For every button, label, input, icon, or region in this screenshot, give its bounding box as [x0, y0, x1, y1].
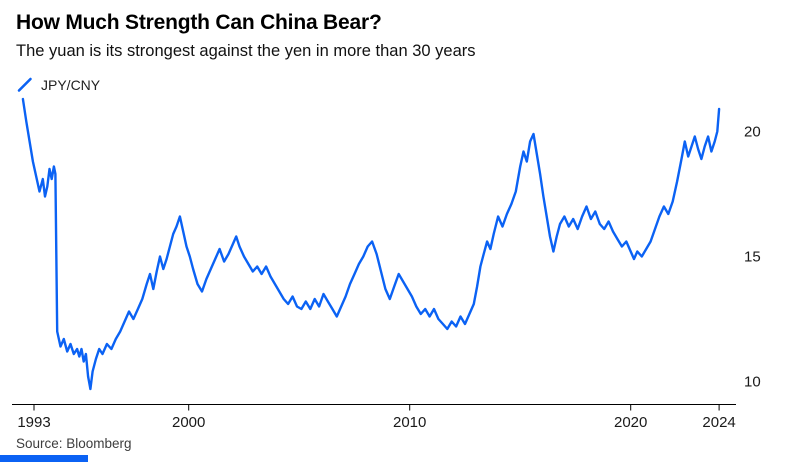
legend-label: JPY/CNY: [41, 76, 101, 93]
page-subtitle: The yuan is its strongest against the ye…: [16, 42, 476, 61]
page-title: How Much Strength Can China Bear?: [16, 11, 382, 34]
bottom-accent-bar: [0, 455, 88, 462]
source-attribution: Source: Bloomberg: [16, 435, 132, 451]
y-tick-label: 10: [744, 373, 761, 390]
jpy-cny-line-chart: 1993 2000 2010 2020 2024 10 15 20: [12, 97, 761, 431]
y-tick-label: 20: [744, 123, 761, 140]
x-tick-label: 2010: [393, 414, 426, 431]
chart-card: How Much Strength Can China Bear? The yu…: [0, 0, 791, 94]
x-tick-label: 2020: [614, 414, 647, 431]
y-tick-label: 15: [744, 248, 761, 265]
legend-line-icon: [17, 77, 32, 92]
legend: JPY/CNY: [16, 76, 775, 94]
x-tick-label: 2024: [702, 414, 735, 431]
jpy-cny-series-line: [21, 97, 721, 391]
x-tick-label: 2000: [172, 414, 205, 431]
x-tick-label: 1993: [17, 414, 50, 431]
